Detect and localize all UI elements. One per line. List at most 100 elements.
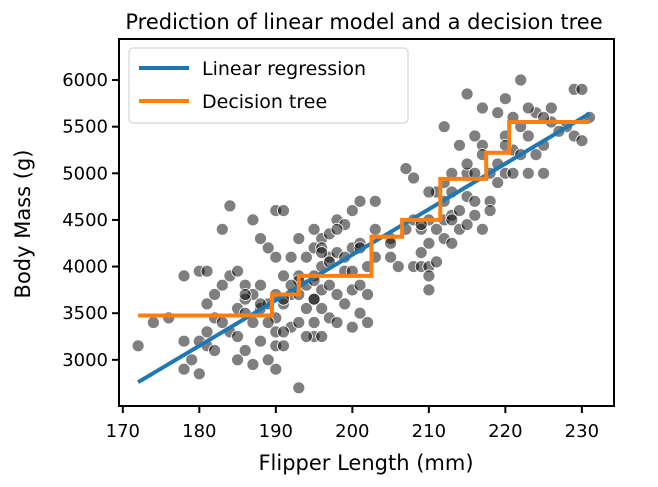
- scatter-point: [460, 157, 474, 171]
- scatter-point: [192, 367, 206, 381]
- scatter-point: [231, 330, 245, 343]
- scatter-point: [315, 302, 329, 315]
- x-tick-label: 200: [335, 421, 369, 442]
- scatter-point: [368, 194, 382, 208]
- plot-frame: [118, 38, 615, 407]
- scatter-point: [200, 297, 214, 311]
- scatter-point: [384, 250, 398, 264]
- scatter-point: [215, 222, 229, 236]
- y-axis-label: Body Mass (g): [11, 150, 35, 299]
- scatter-point: [445, 213, 459, 227]
- scatter-point: [307, 316, 321, 329]
- scatter-point: [491, 106, 505, 120]
- scatter-point: [269, 362, 283, 376]
- scatter-point: [399, 162, 413, 176]
- scatter-point: [200, 325, 214, 339]
- plot-area: [131, 73, 596, 395]
- scatter-point: [453, 204, 466, 218]
- scatter-point: [521, 166, 535, 180]
- scatter-point: [506, 166, 520, 180]
- scatter-point: [468, 208, 482, 222]
- scatter-point: [208, 288, 222, 301]
- scatter-point: [521, 101, 535, 115]
- scatter-point: [345, 204, 359, 218]
- scatter-point: [460, 218, 474, 232]
- scatter-point: [299, 330, 313, 343]
- scatter-point: [269, 250, 283, 264]
- y-axis-ticks: 3000 3500 4000 4500 5000 5500 6000: [62, 70, 119, 371]
- legend-linear-label: Linear regression: [202, 58, 366, 80]
- scatter-point: [146, 316, 160, 329]
- scatter-point: [185, 353, 199, 367]
- scatter-point: [277, 339, 290, 353]
- series-lines: [137, 111, 591, 384]
- x-axis-label: Flipper Length (mm): [258, 451, 473, 475]
- scatter-point: [299, 250, 313, 264]
- scatter-point: [353, 306, 367, 320]
- legend-box: [128, 47, 409, 124]
- linear-regression-line: [137, 111, 591, 384]
- scatter-point: [407, 171, 421, 185]
- scatter-point: [299, 302, 313, 315]
- scatter-point: [246, 358, 260, 371]
- scatter-point: [529, 148, 543, 162]
- scatter-point: [460, 87, 474, 101]
- scatter-point: [537, 166, 550, 180]
- scatter-point: [422, 283, 436, 297]
- scatter-point: [292, 381, 306, 395]
- scatter-point: [437, 120, 451, 134]
- scatter-point: [491, 176, 505, 190]
- legend: Linear regression Decision tree: [128, 47, 409, 124]
- scatter-point: [430, 255, 443, 269]
- scatter-point: [414, 246, 428, 260]
- scatter-point: [468, 194, 482, 208]
- scatter-point: [254, 278, 267, 292]
- scatter-point: [330, 222, 344, 236]
- scatter-point: [261, 316, 275, 329]
- scatter-point: [238, 288, 252, 301]
- scatter-point: [361, 288, 375, 301]
- scatter-point: [521, 129, 535, 143]
- scatter-point: [353, 194, 367, 208]
- x-tick-label: 170: [106, 421, 140, 442]
- scatter-point: [575, 83, 589, 96]
- scatter-point: [514, 73, 528, 87]
- x-tick-label: 220: [488, 421, 522, 442]
- scatter-point: [575, 134, 589, 148]
- scatter-point: [430, 222, 443, 236]
- scatter-point: [307, 292, 321, 306]
- y-tick-label: 4500: [62, 210, 108, 231]
- scatter-point: [361, 316, 375, 329]
- scatter-point: [215, 278, 229, 292]
- scatter-point: [422, 185, 436, 199]
- scatter-point: [261, 241, 275, 255]
- scatter-point: [238, 344, 252, 357]
- x-axis-ticks: 170 180 190 200 210 220 230: [106, 406, 599, 442]
- scatter-point: [322, 278, 336, 292]
- scatter-point: [284, 250, 298, 264]
- scatter-point: [246, 213, 260, 227]
- scatter-point: [338, 297, 352, 311]
- y-tick-label: 6000: [62, 70, 108, 91]
- scatter-point: [468, 129, 482, 143]
- scatter-point: [200, 264, 214, 278]
- scatter-point: [315, 246, 329, 260]
- scatter-point: [277, 204, 290, 218]
- y-tick-label: 5000: [62, 163, 108, 184]
- scatter-point: [277, 325, 290, 339]
- scatter-point: [223, 199, 237, 213]
- scatter-point: [177, 269, 191, 283]
- scatter-point: [254, 232, 267, 246]
- scatter-point: [453, 138, 466, 152]
- x-tick-label: 210: [412, 421, 446, 442]
- y-tick-label: 3000: [62, 350, 108, 371]
- scatter-point: [261, 353, 275, 367]
- scatter-point: [353, 278, 367, 292]
- y-tick-label: 5500: [62, 117, 108, 138]
- scatter-point: [208, 344, 222, 357]
- decision-tree-line: [138, 120, 590, 318]
- scatter-point: [277, 269, 290, 283]
- y-tick-label: 4000: [62, 257, 108, 278]
- scatter-point: [330, 288, 344, 301]
